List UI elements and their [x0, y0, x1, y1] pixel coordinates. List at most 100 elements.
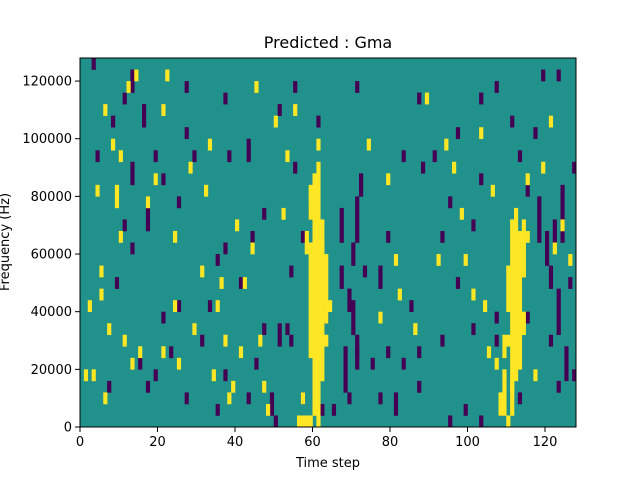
- heatmap-cell-low: [548, 334, 554, 347]
- heatmap-cell-low: [223, 92, 228, 105]
- heatmap-cell-low: [355, 81, 360, 93]
- heatmap-cell-high: [328, 300, 333, 312]
- heatmap-cell-high: [308, 184, 313, 220]
- heatmap-cell-low: [510, 115, 515, 128]
- heatmap-cell-low: [494, 311, 499, 324]
- heatmap-cell-high: [424, 92, 430, 105]
- x-tick-label: 80: [382, 435, 399, 450]
- heatmap-cell-low: [91, 58, 96, 70]
- heatmap-cell-low: [130, 69, 135, 93]
- heatmap-cell-high: [266, 403, 271, 416]
- heatmap-cell-high: [471, 288, 476, 301]
- heatmap-cell-low: [572, 161, 577, 174]
- heatmap-cell-low: [525, 184, 530, 197]
- heatmap-cell-high: [514, 207, 519, 382]
- heatmap-cell-low: [517, 392, 523, 405]
- heatmap-cell-low: [556, 380, 561, 393]
- heatmap-cell-high: [308, 242, 313, 359]
- heatmap-cell-high: [506, 415, 511, 428]
- heatmap-cell-low: [525, 311, 530, 324]
- heatmap-cell-low: [192, 150, 197, 163]
- heatmap-cell-low: [552, 219, 557, 243]
- heatmap-cell-low: [479, 415, 484, 428]
- heatmap-cell-low: [355, 346, 360, 370]
- heatmap-cell-low: [417, 346, 422, 359]
- heatmap-cell-high: [99, 288, 104, 301]
- heatmap-cell-low: [351, 300, 356, 336]
- heatmap-cell-high: [91, 369, 96, 382]
- heatmap-cell-high: [145, 196, 151, 209]
- heatmap-cell-low: [254, 357, 259, 370]
- heatmap-cell-low: [215, 403, 220, 416]
- heatmap-cell-high: [223, 334, 228, 347]
- heatmap-cell-high: [173, 300, 178, 312]
- heatmap-cell-high: [413, 323, 418, 336]
- heatmap-cell-high: [490, 184, 495, 197]
- heatmap-cell-high: [533, 369, 538, 382]
- y-axis-ticks: 0 20000 40000 60000 80000 100000 120000: [22, 75, 80, 436]
- heatmap-cell-high: [316, 138, 321, 151]
- x-axis-ticks: 0 20 40 60 80 100 120: [76, 427, 558, 450]
- heatmap-cell-high: [506, 334, 511, 347]
- heatmap-cell-high: [459, 207, 464, 220]
- plot-area: [79, 57, 577, 428]
- heatmap-cell-low: [440, 334, 445, 347]
- heatmap-cell-low: [200, 334, 205, 347]
- heatmap-cell-high: [235, 219, 240, 232]
- heatmap-cell-low: [417, 380, 422, 393]
- y-tick-label: 40000: [31, 305, 72, 320]
- heatmap-cell-low: [277, 323, 282, 347]
- heatmap-cell-low: [246, 138, 251, 163]
- heatmap-cell-low: [517, 150, 523, 163]
- heatmap-cell-high: [366, 138, 371, 151]
- heatmap-cell-high: [552, 242, 557, 255]
- heatmap-cell-low: [320, 403, 325, 416]
- heatmap-cell-high: [83, 369, 89, 382]
- heatmap-cell-low: [262, 323, 267, 336]
- x-tick-label: 0: [76, 435, 84, 450]
- heatmap-cell-low: [401, 357, 406, 370]
- heatmap-cell-high: [506, 265, 511, 312]
- heatmap-cell-low: [347, 392, 352, 405]
- heatmap-cell-high: [107, 323, 112, 336]
- heatmap-cell-low: [238, 277, 244, 289]
- heatmap-cell-high: [300, 415, 306, 428]
- heatmap-cell-low: [223, 242, 228, 255]
- heatmap-cell-high: [250, 242, 255, 255]
- heatmap-cell-high: [483, 300, 488, 312]
- heatmap-cell-high: [114, 184, 120, 209]
- heatmap-cell-low: [351, 242, 356, 266]
- x-tick-label: 120: [533, 435, 558, 450]
- heatmap-cell-high: [258, 334, 263, 347]
- heatmap-cell-low: [223, 369, 228, 382]
- heatmap-cell-high: [95, 184, 100, 197]
- heatmap-cell-low: [417, 92, 422, 105]
- heatmap-cell-high: [87, 300, 92, 312]
- heatmap-cell-low: [355, 196, 360, 243]
- heatmap-cell-low: [455, 277, 461, 289]
- heatmap-cell-low: [556, 288, 561, 336]
- heatmap-cell-high: [320, 219, 325, 382]
- heatmap-cell-low: [494, 81, 499, 93]
- heatmap-cell-low: [122, 92, 127, 105]
- heatmap-cell-low: [386, 346, 391, 359]
- heatmap-cell-low: [107, 380, 112, 393]
- heatmap-cell-low: [227, 150, 232, 163]
- heatmap-cell-low: [293, 81, 298, 93]
- heatmap-cell-high: [304, 230, 309, 255]
- heatmap-cell-high: [161, 104, 166, 116]
- heatmap-cell-high: [525, 230, 530, 243]
- heatmap-cell-low: [564, 346, 569, 382]
- heatmap-cell-high: [204, 184, 209, 197]
- heatmap-cell-low: [479, 92, 484, 105]
- heatmap-cell-low: [378, 265, 383, 289]
- heatmap-cell-high: [122, 334, 127, 347]
- y-tick-label: 20000: [31, 363, 72, 378]
- heatmap-cell-high: [99, 265, 104, 278]
- heatmap-cell-high: [324, 254, 329, 324]
- heatmap-cell-high: [452, 161, 457, 174]
- heatmap-cell-low: [277, 104, 282, 116]
- x-axis-label: Time step: [295, 456, 360, 471]
- heatmap-cell-high: [211, 369, 216, 382]
- heatmap-cell-low: [432, 150, 437, 163]
